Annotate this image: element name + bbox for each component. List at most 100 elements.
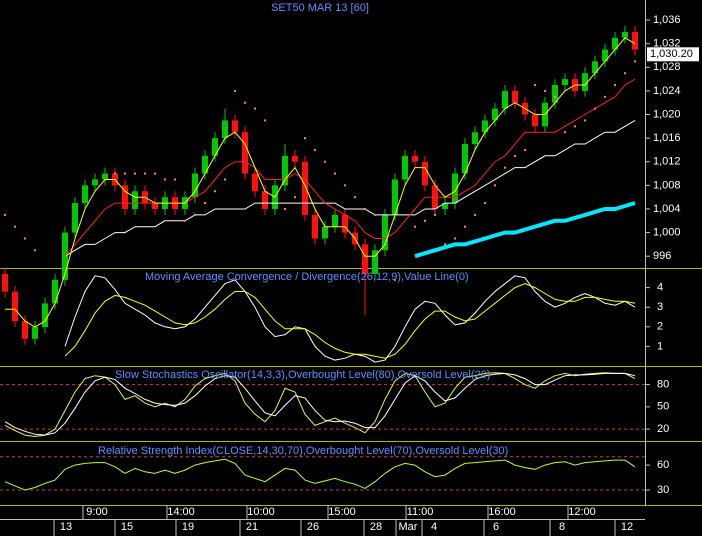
sar-dot <box>624 72 626 75</box>
sar-dot <box>394 278 396 281</box>
y-tick-label: 60 <box>657 459 669 471</box>
candle-body <box>2 273 8 292</box>
candle-body <box>12 291 18 322</box>
last-price-box <box>647 47 699 62</box>
sar-dot <box>344 184 346 187</box>
sar-dot <box>584 119 586 122</box>
candle-body <box>72 203 78 233</box>
candle-body <box>612 37 618 50</box>
y-tick-label: 3 <box>657 301 663 313</box>
candle-body <box>292 155 298 162</box>
candle-body <box>472 132 478 145</box>
sar-dot <box>334 172 336 175</box>
candle-body <box>152 203 158 209</box>
candle-body <box>332 214 338 227</box>
y-tick-label: 1,028 <box>653 61 681 73</box>
sar-dot <box>474 213 476 216</box>
y-tick-label: 30 <box>657 484 669 496</box>
candle-body <box>42 303 48 328</box>
candle-body <box>262 191 268 209</box>
candle-body <box>122 185 128 209</box>
time-label: 10:00 <box>247 506 275 518</box>
candle-body <box>512 90 518 103</box>
sar-dot <box>564 131 566 134</box>
date-label: 21 <box>246 521 258 533</box>
indicator-line <box>64 119 636 257</box>
sar-dot <box>164 178 166 181</box>
candle-body <box>82 185 88 204</box>
candle-body <box>92 179 98 186</box>
time-label: 9:00 <box>86 506 107 518</box>
sar-dot <box>454 237 456 240</box>
sar-dot <box>544 89 546 92</box>
time-label: 12:00 <box>568 506 596 518</box>
indicator-line <box>4 372 636 438</box>
sar-dot <box>604 95 606 98</box>
y-tick-label: 1,012 <box>653 156 681 168</box>
sar-dot <box>464 225 466 228</box>
sar-dot <box>294 196 296 199</box>
sar-dot <box>114 172 116 175</box>
panel-title: Relative Strength Index(CLOSE,14,30,70),… <box>98 445 508 457</box>
sar-dot <box>314 148 316 151</box>
y-tick-label: 20 <box>657 423 669 435</box>
candle-body <box>242 132 248 174</box>
candle-body <box>232 120 238 133</box>
y-tick-label: 1,036 <box>653 14 681 26</box>
candle-body <box>132 191 138 209</box>
sar-dot <box>374 213 376 216</box>
sar-dot <box>14 225 16 228</box>
sar-dot <box>134 172 136 175</box>
date-label: Mar <box>399 521 418 533</box>
candle-body <box>412 155 418 162</box>
sar-dot <box>424 219 426 222</box>
sar-dot <box>194 213 196 216</box>
candle-body <box>202 155 208 174</box>
candle-body <box>22 321 28 339</box>
time-label: 16:00 <box>488 506 516 518</box>
sar-dot <box>254 107 256 110</box>
candle-body <box>192 173 198 198</box>
sar-dot <box>124 172 126 175</box>
y-tick-label: 1,004 <box>653 203 681 215</box>
candle-body <box>532 114 538 127</box>
y-tick-label: 996 <box>653 250 671 262</box>
sar-dot <box>364 207 366 210</box>
candle-body <box>422 161 428 186</box>
panel-title: Slow Stochastics Oscillator(14,3,3),Over… <box>115 369 490 381</box>
sar-dot <box>24 237 26 240</box>
indicator-line <box>4 458 636 491</box>
sar-dot <box>594 107 596 110</box>
sar-dot <box>324 160 326 163</box>
candle-body <box>282 155 288 186</box>
sar-dot <box>234 89 236 92</box>
candle-body <box>492 108 498 121</box>
candle-body <box>582 73 588 91</box>
candle-body <box>452 173 458 204</box>
chart-title: SET50 MAR 13 [60] <box>271 2 369 14</box>
last-price-label: 1,030.20 <box>650 48 693 60</box>
y-tick-label: 2 <box>657 321 663 333</box>
sar-dot <box>504 166 506 169</box>
sar-dot <box>184 219 186 222</box>
sar-dot <box>634 60 636 63</box>
sar-dot <box>144 172 146 175</box>
date-label: 28 <box>370 521 382 533</box>
candle-body <box>482 120 488 133</box>
panel-title: Moving Average Convergence / Divergence(… <box>145 271 469 283</box>
sar-dot <box>534 84 536 87</box>
indicator-line <box>4 372 636 436</box>
indicator-line <box>64 275 636 363</box>
sar-dot <box>514 154 516 157</box>
sar-dot <box>354 196 356 199</box>
sar-dot <box>154 172 156 175</box>
y-tick-label: 1,032 <box>653 38 681 50</box>
sar-dot <box>614 84 616 87</box>
date-label: 4 <box>431 521 437 533</box>
candle-body <box>442 203 448 209</box>
sar-dot <box>434 213 436 216</box>
sar-dot <box>34 249 36 252</box>
sar-dot <box>174 178 176 181</box>
y-tick-label: 4 <box>657 282 663 294</box>
